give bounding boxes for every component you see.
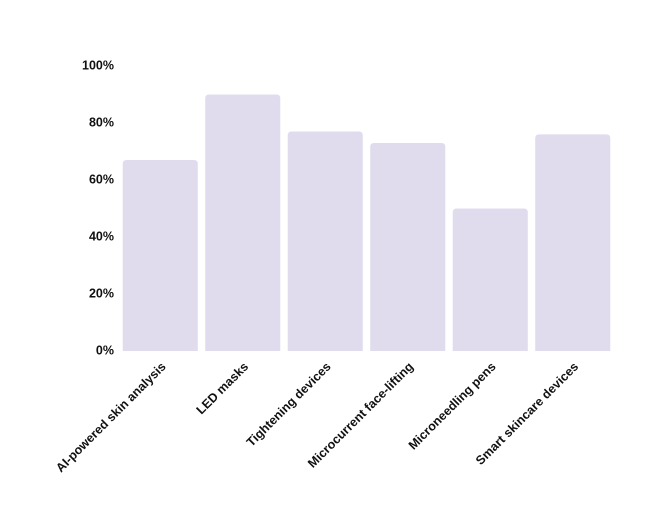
y-tick-label: 20% xyxy=(89,286,114,300)
bar xyxy=(452,208,528,351)
bar xyxy=(122,160,198,351)
x-tick-label: Microneedling pens xyxy=(406,360,499,453)
bar xyxy=(205,94,281,351)
x-tick-label: AI-powered skin analysis xyxy=(53,360,169,476)
y-tick-label: 60% xyxy=(89,172,114,186)
y-tick-label: 40% xyxy=(89,229,114,243)
y-tick-label: 0% xyxy=(96,343,114,357)
bar xyxy=(535,134,611,351)
bar xyxy=(370,142,446,351)
x-tick-label: Tightening devices xyxy=(244,360,334,450)
y-tick-label: 80% xyxy=(89,115,114,129)
x-tick-label: LED masks xyxy=(194,360,252,418)
y-tick-label: 100% xyxy=(82,58,114,72)
bar xyxy=(287,131,363,351)
